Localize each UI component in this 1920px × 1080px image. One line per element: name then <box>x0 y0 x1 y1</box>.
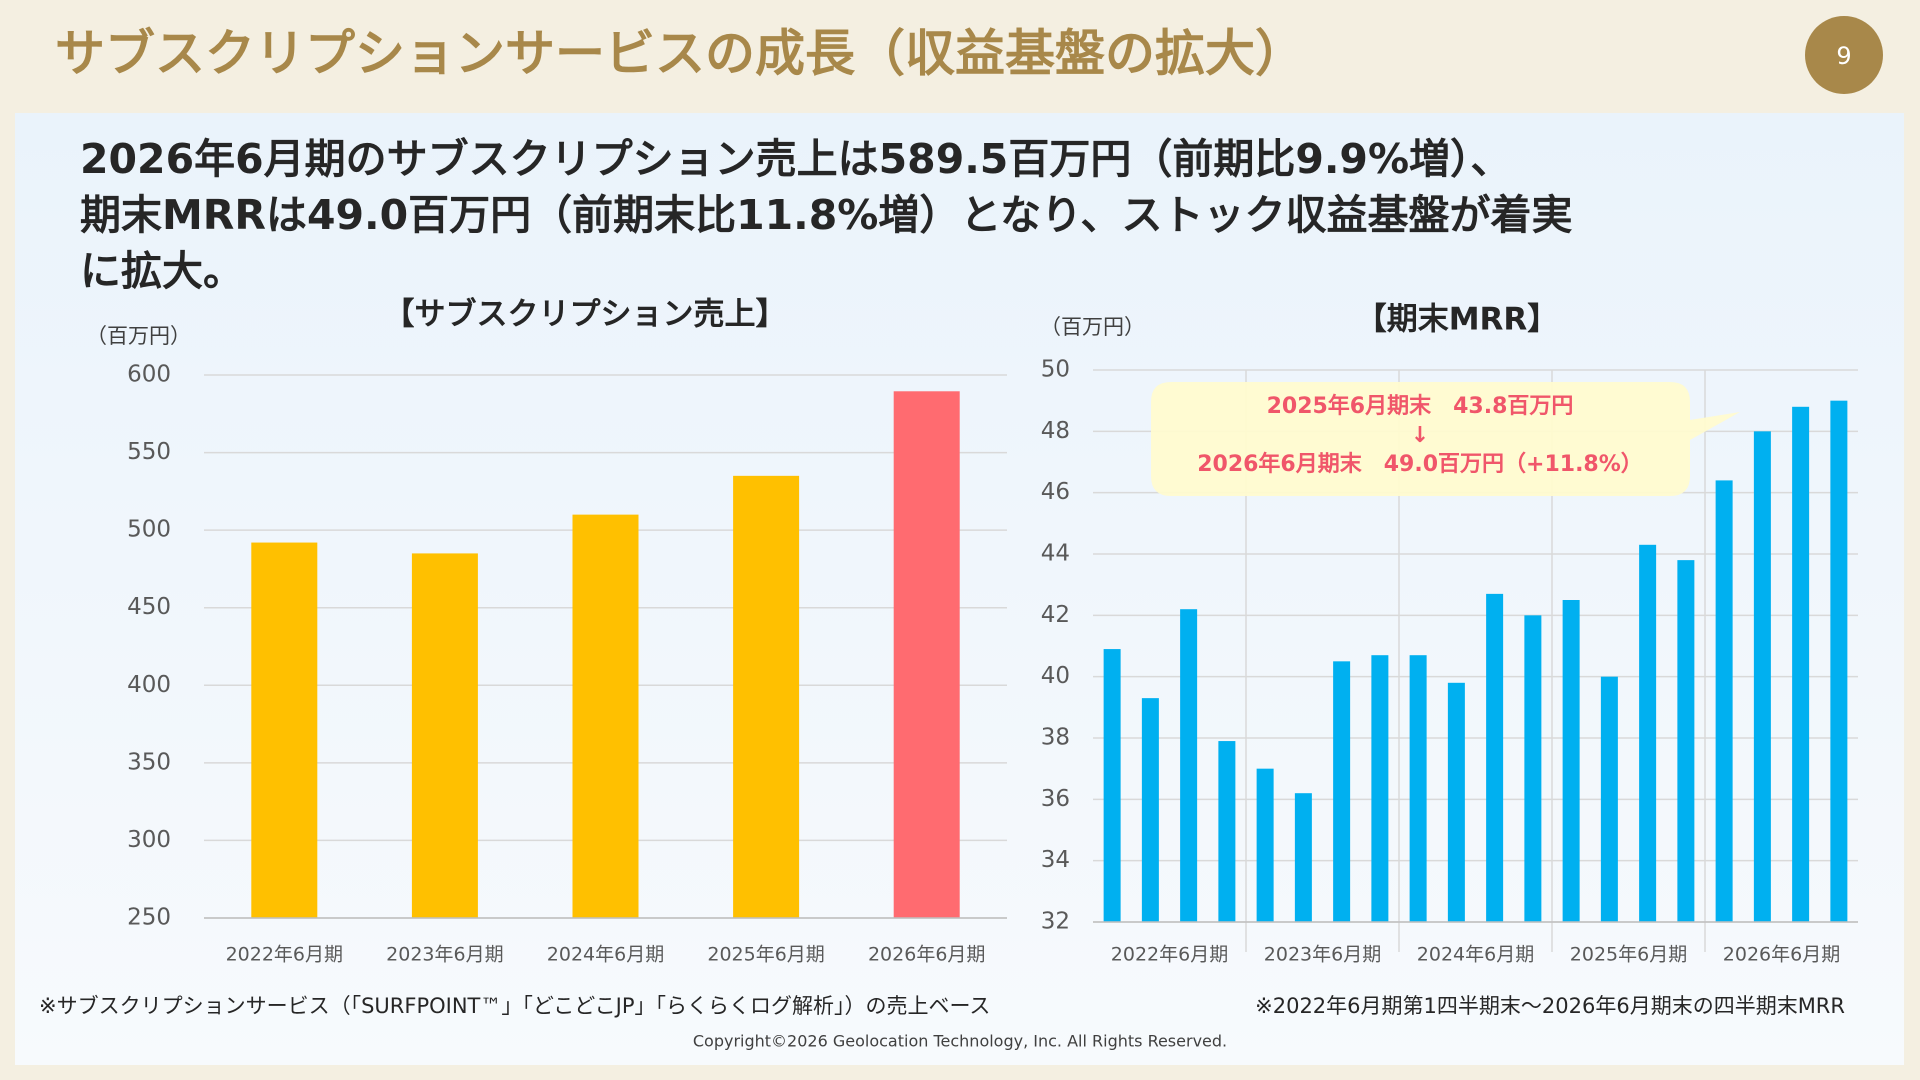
y-tick-label: 600 <box>127 362 171 388</box>
bar <box>1218 741 1236 922</box>
callout-box <box>1151 382 1740 496</box>
x-tick-label: 2022年6月期 <box>226 944 343 966</box>
bar <box>1792 406 1810 922</box>
callout-text: ↓ <box>1411 423 1429 448</box>
chart-title: 【サブスクリプション売上】 <box>384 297 787 333</box>
y-axis-unit: （百万円） <box>1040 315 1145 339</box>
y-tick-label: 350 <box>127 749 171 775</box>
slide-title: サブスクリプションサービスの成長（収益基盤の拡大） <box>55 25 1305 83</box>
headline-line: 2026年6月期のサブスクリプション売上は589.5百万円（前期比9.9%増）、 <box>80 135 1512 183</box>
chart-title: 【期末MRR】 <box>1356 302 1559 338</box>
bar <box>1677 560 1695 922</box>
bar <box>1447 682 1465 922</box>
y-tick-label: 40 <box>1041 663 1070 689</box>
y-tick-label: 50 <box>1041 357 1070 383</box>
y-tick-label: 36 <box>1041 786 1070 812</box>
page-badge <box>1805 16 1883 94</box>
x-tick-label: 2023年6月期 <box>1264 944 1381 966</box>
copyright: Copyright©2026 Geolocation Technology, I… <box>693 1032 1227 1051</box>
bar <box>1256 768 1274 922</box>
bar <box>1486 593 1504 922</box>
y-tick-label: 450 <box>127 594 171 620</box>
headline-line: 期末MRRは49.0百万円（前期末比11.8%増）となり、ストック収益基盤が着実 <box>80 191 1572 239</box>
bar <box>251 542 318 918</box>
x-tick-label: 2025年6月期 <box>1570 944 1687 966</box>
bar <box>1830 400 1848 923</box>
y-tick-label: 48 <box>1041 418 1070 444</box>
bar <box>1639 544 1657 922</box>
bar <box>1562 600 1580 922</box>
y-axis-unit: （百万円） <box>86 324 191 348</box>
bar <box>1294 793 1312 922</box>
callout-text: 2026年6月期末 49.0百万円（+11.8%） <box>1197 451 1643 477</box>
x-tick-label: 2026年6月期 <box>868 944 985 966</box>
bar <box>572 514 639 918</box>
y-tick-label: 42 <box>1041 602 1070 628</box>
headline-line: に拡大。 <box>80 247 244 295</box>
y-tick-label: 32 <box>1041 909 1070 935</box>
y-tick-label: 400 <box>127 672 171 698</box>
footnote: ※サブスクリプションサービス（「SURFPOINT™」「どこどこJP」「らくらく… <box>39 994 990 1018</box>
y-tick-label: 44 <box>1041 541 1070 567</box>
x-tick-label: 2022年6月期 <box>1111 944 1228 966</box>
callout-text: 2025年6月期末 43.8百万円 <box>1267 393 1574 419</box>
bar <box>1371 655 1389 922</box>
x-tick-label: 2024年6月期 <box>547 944 664 966</box>
y-tick-label: 46 <box>1041 479 1070 505</box>
bar <box>1180 609 1198 922</box>
bar <box>1333 661 1351 922</box>
y-tick-label: 38 <box>1041 725 1070 751</box>
bar <box>1715 480 1733 922</box>
y-tick-label: 250 <box>127 905 171 931</box>
y-tick-label: 500 <box>127 517 171 543</box>
bar <box>1524 615 1542 922</box>
y-tick-label: 550 <box>127 439 171 465</box>
x-tick-label: 2025年6月期 <box>707 944 824 966</box>
y-tick-label: 34 <box>1041 847 1070 873</box>
footnote: ※2022年6月期第1四半期末～2026年6月期末の四半期末MRR <box>1255 994 1845 1018</box>
bar <box>1409 655 1427 922</box>
x-tick-label: 2023年6月期 <box>386 944 503 966</box>
x-tick-label: 2024年6月期 <box>1417 944 1534 966</box>
bar <box>411 553 478 918</box>
bar <box>1600 676 1618 922</box>
bar <box>893 391 960 918</box>
bar <box>1103 649 1121 922</box>
bar <box>733 475 800 918</box>
page-number: 9 <box>1836 42 1851 70</box>
y-tick-label: 300 <box>127 827 171 853</box>
bar <box>1141 698 1159 922</box>
x-tick-label: 2026年6月期 <box>1723 944 1840 966</box>
bar <box>1753 431 1771 922</box>
